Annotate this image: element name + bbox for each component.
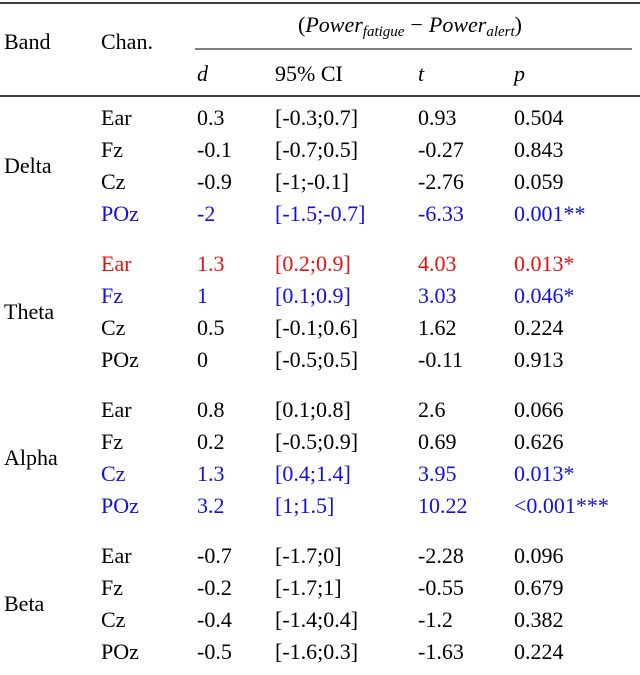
p-value: 0.013* (514, 461, 575, 486)
channel: POz (101, 201, 139, 226)
paren: ) (515, 12, 522, 37)
t-value: -0.55 (418, 575, 464, 600)
minus: − (410, 12, 422, 37)
band-label: Alpha (4, 445, 58, 470)
confidence-interval: [-1.4;0.4] (275, 607, 358, 632)
effect-size: -0.7 (197, 543, 232, 568)
p-value: 0.382 (514, 607, 564, 632)
p-value: <0.001*** (514, 493, 609, 518)
p-value: 0.066 (514, 397, 564, 422)
t-value: -2.76 (418, 169, 464, 194)
confidence-interval: [-0.5;0.5] (275, 347, 358, 372)
t-value: -1.2 (418, 607, 453, 632)
formula: (Powerfatigue − Poweralert) (298, 12, 522, 40)
confidence-interval: [-1.7;1] (275, 575, 342, 600)
channel: POz (101, 493, 139, 518)
p-value: 0.059 (514, 169, 564, 194)
channel: Fz (101, 429, 123, 454)
p-value: 0.913 (514, 347, 564, 372)
t-value: 0.93 (418, 105, 457, 130)
p-value: 0.013* (514, 251, 575, 276)
effect-size: 0.3 (197, 105, 225, 130)
t-value: -6.33 (418, 201, 464, 226)
confidence-interval: [-1.7;0] (275, 543, 342, 568)
effect-size: 0 (197, 347, 208, 372)
channel: Cz (101, 169, 126, 194)
p-value: 0.096 (514, 543, 564, 568)
effect-size: 3.2 (197, 493, 225, 518)
channel: Ear (101, 397, 132, 422)
t-value: 3.95 (418, 461, 457, 486)
effect-size: -0.1 (197, 137, 232, 162)
subscript: fatigue (363, 24, 405, 40)
band-label: Theta (4, 299, 54, 324)
p-value: 0.843 (514, 137, 564, 162)
p-value: 0.679 (514, 575, 564, 600)
confidence-interval: [-1.5;-0.7] (275, 201, 365, 226)
confidence-interval: [0.1;0.8] (275, 397, 351, 422)
channel: Cz (101, 461, 126, 486)
effect-size: -0.2 (197, 575, 232, 600)
effect-size: 1.3 (197, 461, 225, 486)
term: Power (304, 12, 363, 37)
channel: Ear (101, 543, 132, 568)
t-value: -1.63 (418, 639, 464, 664)
column-header: d (197, 61, 209, 86)
effect-size: -2 (197, 201, 215, 226)
p-value: 0.626 (514, 429, 564, 454)
confidence-interval: [-0.3;0.7] (275, 105, 358, 130)
effect-size: -0.5 (197, 639, 232, 664)
column-header: 95% CI (275, 61, 343, 86)
channel: Cz (101, 607, 126, 632)
effect-size: 0.8 (197, 397, 225, 422)
channel: Fz (101, 283, 123, 308)
effect-size: 0.2 (197, 429, 225, 454)
paren: ( (298, 12, 305, 37)
t-value: -0.11 (418, 347, 463, 372)
confidence-interval: [-0.5;0.9] (275, 429, 358, 454)
t-value: 2.6 (418, 397, 446, 422)
chan-header: Chan. (101, 29, 153, 54)
effect-size: 1.3 (197, 251, 225, 276)
p-value: 0.224 (514, 315, 564, 340)
effect-size: -0.9 (197, 169, 232, 194)
confidence-interval: [-0.7;0.5] (275, 137, 358, 162)
effect-size: 0.5 (197, 315, 225, 340)
channel: Fz (101, 575, 123, 600)
t-value: 0.69 (418, 429, 457, 454)
effect-size: 1 (197, 283, 208, 308)
p-value: 0.224 (514, 639, 564, 664)
confidence-interval: [-0.1;0.6] (275, 315, 358, 340)
effect-size: -0.4 (197, 607, 232, 632)
channel: POz (101, 639, 139, 664)
t-value: 3.03 (418, 283, 457, 308)
confidence-interval: [0.4;1.4] (275, 461, 351, 486)
p-value: 0.046* (514, 283, 575, 308)
p-value: 0.504 (514, 105, 564, 130)
channel: Ear (101, 105, 132, 130)
t-value: 4.03 (418, 251, 457, 276)
confidence-interval: [1;1.5] (275, 493, 334, 518)
column-header: t (418, 61, 425, 86)
channel: POz (101, 347, 139, 372)
channel: Cz (101, 315, 126, 340)
band-label: Delta (4, 153, 52, 178)
term: Power (428, 12, 487, 37)
channel: Fz (101, 137, 123, 162)
subscript: alert (486, 24, 515, 40)
confidence-interval: [-1.6;0.3] (275, 639, 358, 664)
p-value: 0.001** (514, 201, 586, 226)
column-header: p (512, 61, 525, 86)
t-value: 10.22 (418, 493, 468, 518)
t-value: -2.28 (418, 543, 464, 568)
channel: Ear (101, 251, 132, 276)
confidence-interval: [0.2;0.9] (275, 251, 351, 276)
confidence-interval: [-1;-0.1] (275, 169, 349, 194)
band-header: Band (4, 29, 50, 54)
confidence-interval: [0.1;0.9] (275, 283, 351, 308)
band-label: Beta (4, 591, 45, 616)
t-value: 1.62 (418, 315, 457, 340)
t-value: -0.27 (418, 137, 464, 162)
